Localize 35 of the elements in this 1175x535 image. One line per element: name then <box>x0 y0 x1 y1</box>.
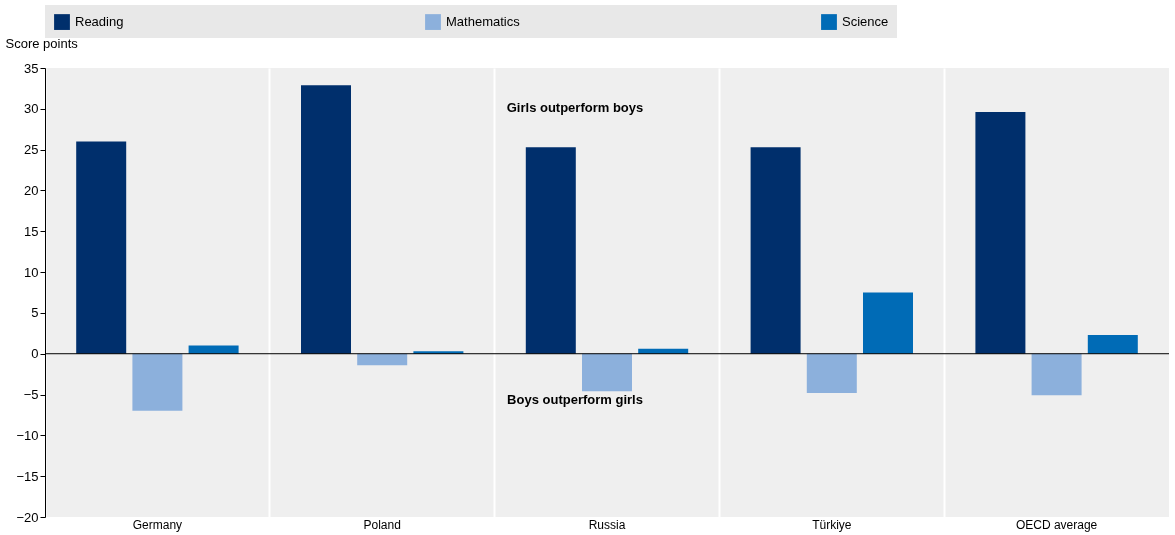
y-tick-label: 20 <box>24 182 39 198</box>
bar <box>1031 353 1082 396</box>
y-tick-label: 10 <box>24 264 39 280</box>
bar <box>750 147 801 354</box>
y-tick-label: −15 <box>16 468 39 484</box>
x-tick-label: Poland <box>363 517 401 532</box>
bar <box>582 353 632 392</box>
x-tick-label: Türkiye <box>812 517 852 532</box>
bar <box>863 292 913 354</box>
bar <box>301 85 351 354</box>
y-tick-label: 0 <box>31 346 39 362</box>
y-tick-label: 30 <box>24 101 39 117</box>
bar <box>357 353 408 366</box>
bar <box>525 147 576 354</box>
y-tick-label: 5 <box>31 305 39 321</box>
bar <box>806 353 857 393</box>
y-axis-title: Score points <box>5 35 79 51</box>
legend-label: Mathematics <box>446 14 521 30</box>
legend-label: Science <box>842 14 889 30</box>
annotation: Boys outperform girls <box>507 392 643 407</box>
x-tick-label: Germany <box>132 517 183 532</box>
y-tick-label: −10 <box>16 427 39 443</box>
bar <box>1087 334 1138 354</box>
bar <box>132 353 183 411</box>
legend-label: Reading <box>75 14 124 30</box>
y-tick-label: 35 <box>24 60 39 76</box>
annotation: Girls outperform boys <box>506 100 644 115</box>
y-tick-label: −20 <box>16 509 39 525</box>
x-tick-label: Russia <box>588 517 626 532</box>
bar <box>975 112 1026 354</box>
x-tick-label: OECD average <box>1015 517 1098 532</box>
bar <box>76 141 127 354</box>
y-tick-label: 15 <box>24 223 39 239</box>
y-tick-label: 25 <box>24 142 39 158</box>
y-tick-label: −5 <box>23 387 39 403</box>
